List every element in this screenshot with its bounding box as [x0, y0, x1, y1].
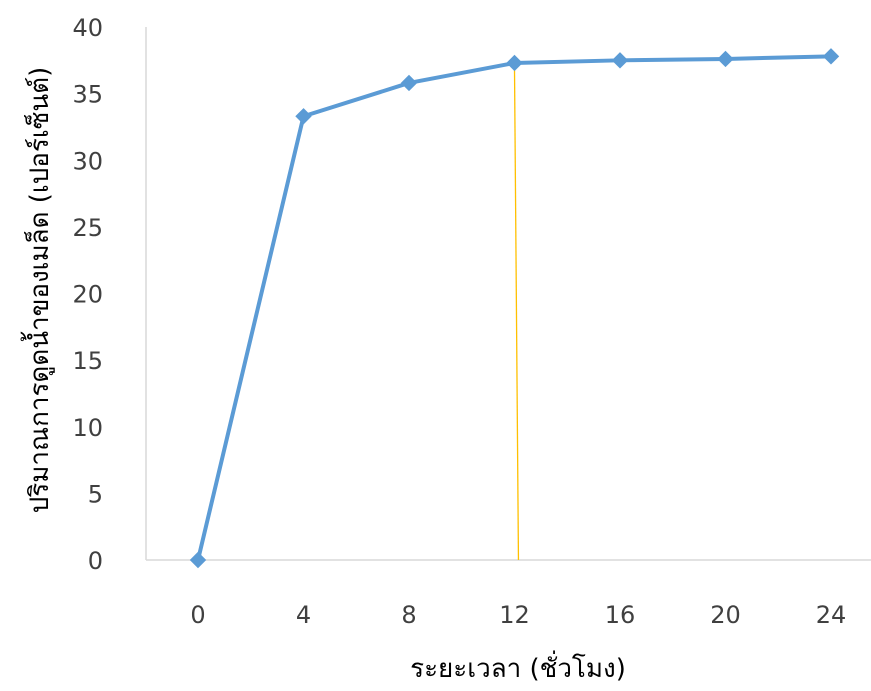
x-tick-label: 16	[605, 601, 636, 629]
y-tick-label: 25	[72, 214, 103, 242]
y-tick-label: 35	[72, 81, 103, 109]
data-point-marker	[400, 74, 418, 92]
y-tick-labels: 0 5 10 15 20 25 30 35 40	[72, 14, 103, 575]
data-point-marker	[189, 551, 207, 569]
x-tick-label: 0	[190, 601, 205, 629]
data-point-marker	[506, 54, 523, 72]
x-tick-label: 12	[499, 601, 530, 629]
data-point-marker	[717, 50, 734, 68]
x-tick-label: 4	[296, 601, 311, 629]
y-tick-label: 40	[72, 14, 103, 42]
y-tick-label: 10	[72, 414, 103, 442]
x-tick-label: 24	[816, 601, 847, 629]
data-markers	[189, 48, 840, 569]
y-tick-label: 5	[88, 480, 103, 508]
x-tick-label: 8	[401, 601, 416, 629]
y-axis-title: ปริมาณการดูดน้ำของเมล็ด (เปอร์เซ็นต์)	[20, 67, 55, 513]
data-point-marker	[611, 52, 629, 69]
y-tick-label: 0	[88, 547, 103, 575]
reference-line	[513, 62, 520, 561]
data-point-marker	[295, 108, 312, 125]
data-point-marker	[822, 48, 840, 65]
x-tick-label: 20	[710, 601, 741, 629]
y-tick-label: 15	[72, 347, 103, 375]
y-tick-label: 20	[72, 281, 103, 309]
y-tick-label: 30	[72, 147, 103, 175]
x-tick-labels: 0 4 8 12 16 20 24	[190, 601, 846, 629]
axes	[145, 27, 871, 561]
x-axis-title: ระยะเวลา (ชั่วโมง)	[410, 650, 626, 684]
